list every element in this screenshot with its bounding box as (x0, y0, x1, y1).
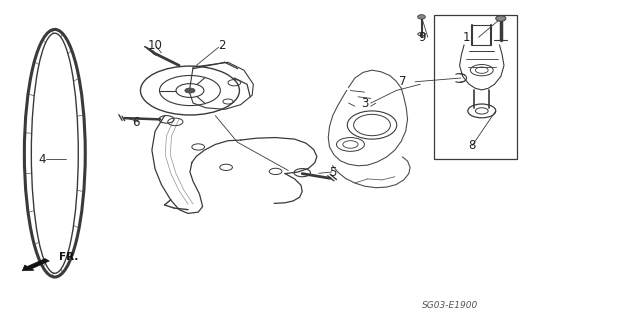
Ellipse shape (418, 15, 426, 19)
Bar (434, 15, 516, 160)
Text: 8: 8 (468, 139, 476, 152)
FancyArrow shape (22, 259, 49, 271)
Ellipse shape (496, 16, 506, 21)
Text: 3: 3 (361, 97, 368, 110)
Text: 6: 6 (132, 116, 140, 129)
Text: SG03-E1900: SG03-E1900 (422, 301, 478, 310)
Text: 2: 2 (218, 39, 225, 52)
Circle shape (185, 88, 195, 93)
Text: 10: 10 (148, 39, 163, 52)
Text: 7: 7 (399, 75, 406, 88)
Text: 9: 9 (418, 31, 425, 44)
Text: 1: 1 (462, 31, 470, 44)
Text: 5: 5 (329, 166, 337, 179)
Text: FR.: FR. (59, 252, 78, 262)
Text: 4: 4 (38, 153, 46, 166)
